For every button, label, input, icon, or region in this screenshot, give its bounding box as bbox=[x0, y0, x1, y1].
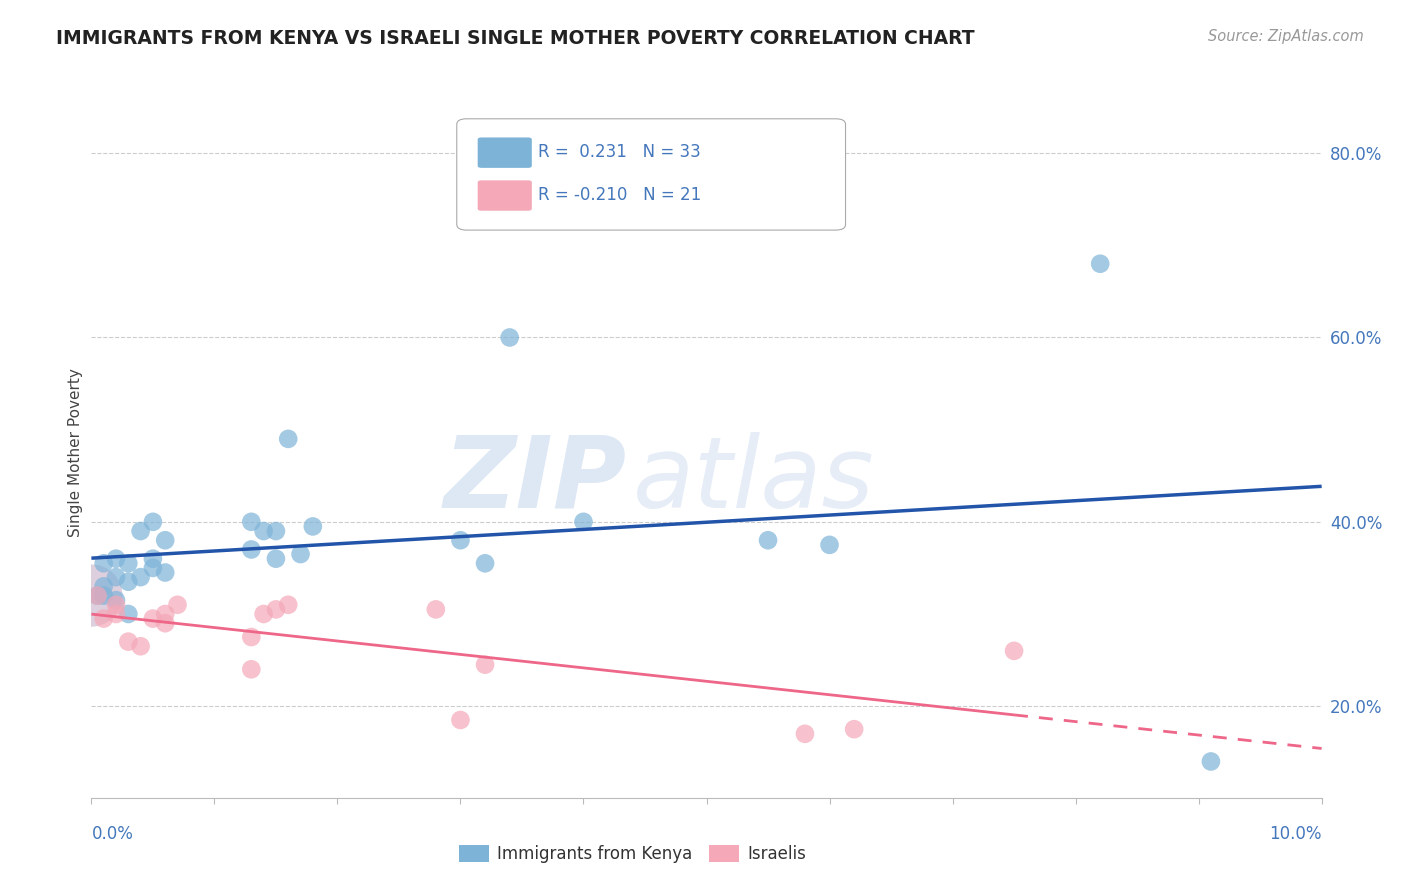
FancyBboxPatch shape bbox=[457, 119, 845, 230]
Point bbox=[86, 589, 108, 603]
Point bbox=[240, 662, 263, 676]
Text: R =  0.231   N = 33: R = 0.231 N = 33 bbox=[538, 143, 700, 161]
Point bbox=[105, 593, 127, 607]
Text: atlas: atlas bbox=[633, 432, 875, 529]
Point bbox=[474, 657, 496, 672]
Point bbox=[80, 589, 103, 603]
Point bbox=[153, 533, 177, 548]
Point bbox=[105, 551, 127, 566]
Point bbox=[105, 570, 127, 584]
Point bbox=[117, 634, 139, 648]
Point bbox=[240, 515, 263, 529]
Text: 10.0%: 10.0% bbox=[1270, 825, 1322, 843]
Text: R = -0.210   N = 21: R = -0.210 N = 21 bbox=[538, 186, 702, 204]
Point bbox=[142, 551, 165, 566]
Point bbox=[572, 515, 595, 529]
Text: IMMIGRANTS FROM KENYA VS ISRAELI SINGLE MOTHER POVERTY CORRELATION CHART: IMMIGRANTS FROM KENYA VS ISRAELI SINGLE … bbox=[56, 29, 974, 47]
Point bbox=[264, 602, 287, 616]
Point bbox=[93, 557, 115, 571]
Text: Source: ZipAtlas.com: Source: ZipAtlas.com bbox=[1208, 29, 1364, 44]
Point bbox=[153, 616, 177, 631]
Text: ZIP: ZIP bbox=[443, 432, 627, 529]
Point bbox=[153, 607, 177, 621]
Point bbox=[93, 612, 115, 626]
Point bbox=[449, 713, 471, 727]
Point bbox=[240, 542, 263, 557]
Point bbox=[842, 723, 865, 737]
Point bbox=[793, 727, 815, 741]
Point bbox=[142, 515, 165, 529]
Point bbox=[93, 579, 115, 593]
Point bbox=[129, 639, 152, 653]
Point bbox=[117, 574, 139, 589]
Point bbox=[142, 561, 165, 575]
Point bbox=[474, 557, 496, 571]
Legend: Immigrants from Kenya, Israelis: Immigrants from Kenya, Israelis bbox=[453, 838, 813, 870]
Point bbox=[264, 524, 287, 538]
Point bbox=[117, 607, 139, 621]
Point bbox=[818, 538, 841, 552]
Point bbox=[142, 612, 165, 626]
Point bbox=[93, 589, 115, 603]
Point bbox=[498, 330, 520, 344]
Point bbox=[166, 598, 188, 612]
Point bbox=[425, 602, 447, 616]
Point bbox=[264, 551, 287, 566]
Point bbox=[129, 570, 152, 584]
FancyBboxPatch shape bbox=[478, 180, 531, 211]
Point bbox=[105, 598, 127, 612]
Point bbox=[301, 519, 323, 533]
Point bbox=[277, 432, 299, 446]
Point bbox=[80, 589, 103, 603]
Y-axis label: Single Mother Poverty: Single Mother Poverty bbox=[67, 368, 83, 537]
Point bbox=[153, 566, 177, 580]
Point bbox=[756, 533, 779, 548]
Point bbox=[290, 547, 312, 561]
Point bbox=[105, 607, 127, 621]
Point bbox=[1002, 644, 1025, 658]
Text: 0.0%: 0.0% bbox=[91, 825, 134, 843]
Point bbox=[117, 557, 139, 571]
Point bbox=[277, 598, 299, 612]
Point bbox=[253, 524, 276, 538]
Point bbox=[253, 607, 276, 621]
Point bbox=[86, 589, 108, 603]
Point bbox=[129, 524, 152, 538]
Point bbox=[1088, 257, 1111, 271]
Point bbox=[240, 630, 263, 644]
Point bbox=[449, 533, 471, 548]
FancyBboxPatch shape bbox=[478, 137, 531, 168]
Point bbox=[1199, 755, 1222, 769]
